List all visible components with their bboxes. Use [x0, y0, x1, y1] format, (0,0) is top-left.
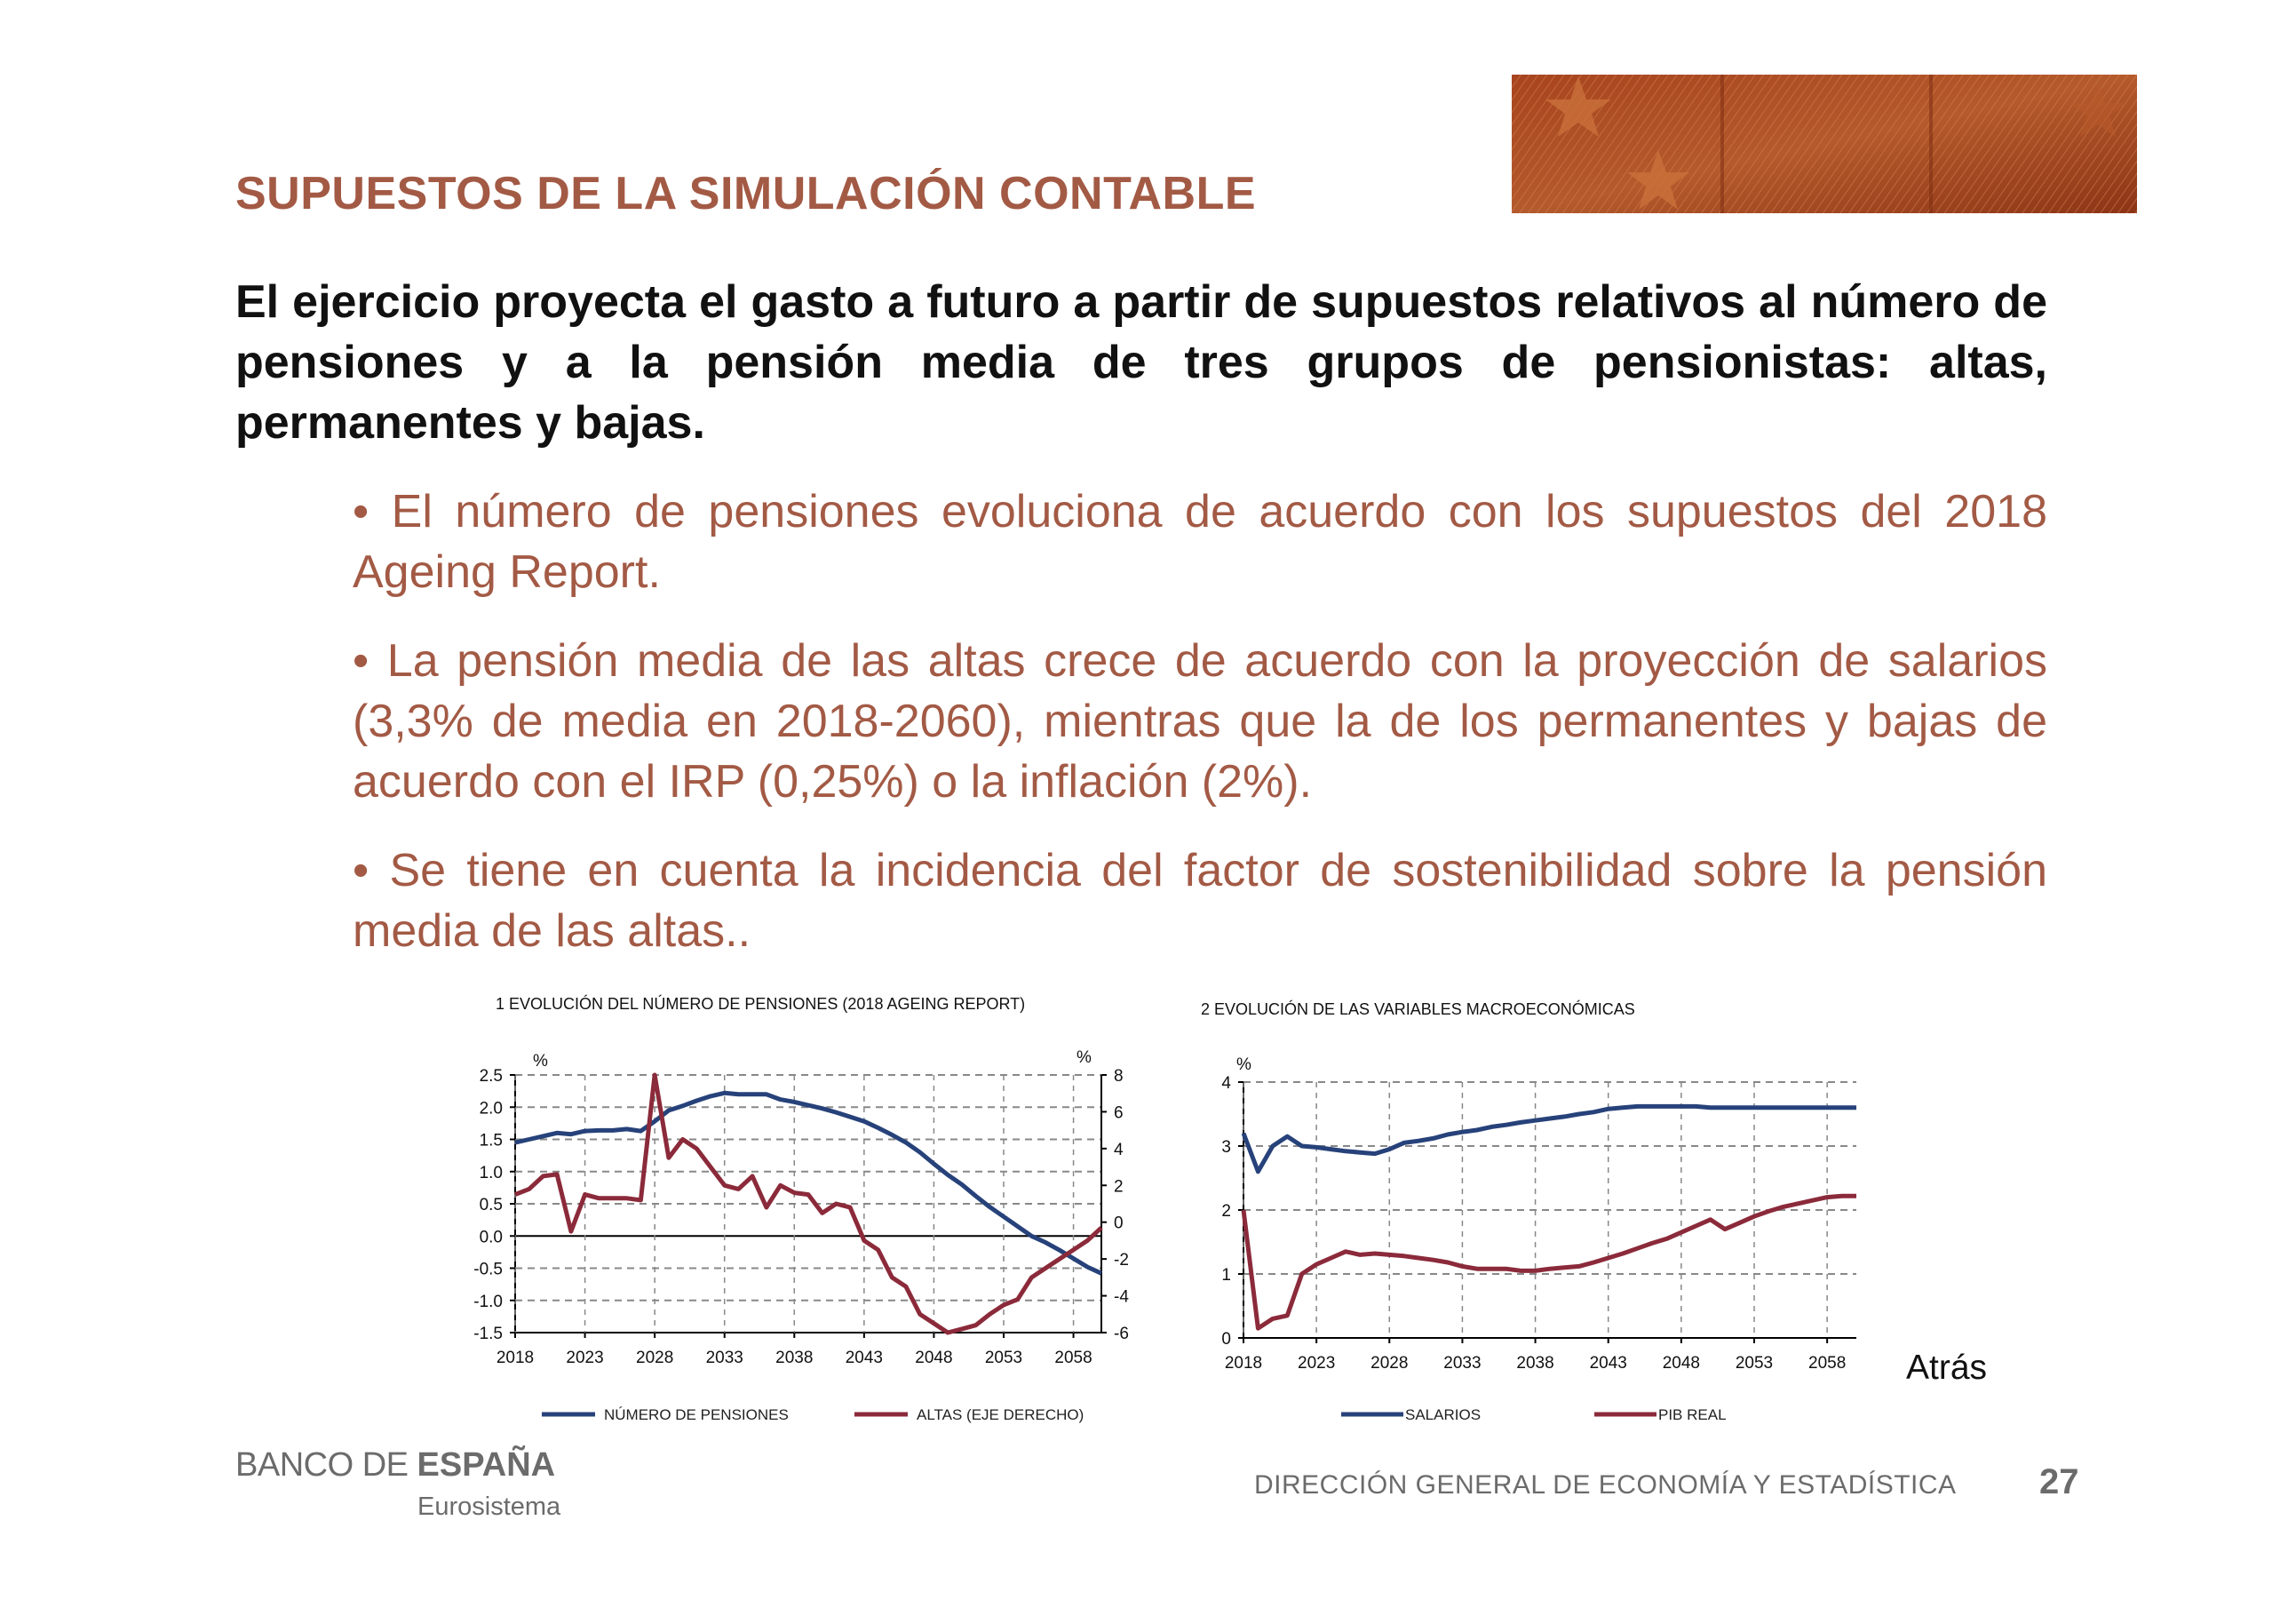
y-tick-label-right: 0: [1114, 1214, 1124, 1233]
x-tick-label: 2048: [915, 1349, 952, 1367]
series-line-altas-eje-derecho-: [514, 1072, 1103, 1335]
y-tick-label: 1.5: [480, 1132, 503, 1150]
y-tick-label-right: 8: [1114, 1067, 1124, 1086]
header-banner-image: [1512, 75, 2137, 213]
x-tick-label: 2033: [706, 1349, 743, 1367]
logo-text-part2: ESPAÑA: [417, 1446, 556, 1484]
y-tick-label: 1: [1221, 1266, 1231, 1285]
legend: SALARIOS PIB REAL: [1341, 1406, 1727, 1423]
y-tick-label: 2: [1221, 1202, 1231, 1221]
legend-label: NÚMERO DE PENSIONES: [604, 1406, 789, 1423]
logo-subtitle: Eurosistema: [417, 1493, 561, 1521]
x-tick-label: 2023: [1298, 1354, 1335, 1373]
y-axis-unit: %: [1236, 1055, 1251, 1074]
y-axis-unit-right: %: [1076, 1048, 1092, 1067]
y-tick-label: -0.5: [473, 1261, 503, 1279]
bullet-item: • Se tiene en cuenta la incidencia del f…: [353, 845, 2047, 957]
x-tick-label: 2053: [1736, 1354, 1773, 1373]
x-tick-label: 2023: [566, 1349, 603, 1367]
legend: NÚMERO DE PENSIONES ALTAS (EJE DERECHO): [542, 1406, 1084, 1423]
y-tick-label-right: -4: [1114, 1288, 1129, 1307]
y-tick-label: 0.0: [480, 1228, 503, 1246]
y-axis-unit-left: %: [533, 1052, 548, 1071]
series-line-n-mero-de-pensiones: [514, 1090, 1103, 1276]
y-tick-label: 1.0: [480, 1164, 503, 1182]
logo-text-part1: BANCO DE: [235, 1446, 417, 1484]
chart-macro-variables: 2 EVOLUCIÓN DE LAS VARIABLES MACROECONÓM…: [1190, 988, 1901, 1428]
y-tick-label: 2.5: [480, 1067, 503, 1086]
y-tick-label: 4: [1221, 1074, 1231, 1093]
y-tick-label: 3: [1221, 1138, 1231, 1157]
y-tick-label: -1.0: [473, 1293, 503, 1311]
legend-label: PIB REAL: [1658, 1406, 1727, 1423]
series-line-pib-real: [1241, 1193, 1856, 1331]
x-tick-label: 2038: [1516, 1354, 1553, 1373]
x-tick-label: 2028: [636, 1349, 673, 1367]
series-line-salarios: [1241, 1103, 1856, 1174]
intro-paragraph: El ejercicio proyecta el gasto a futuro …: [235, 276, 2047, 449]
x-tick-label: 2058: [1808, 1354, 1846, 1373]
bullet-item: • El número de pensiones evoluciona de a…: [353, 486, 2047, 598]
y-tick-label-right: 4: [1114, 1141, 1124, 1159]
x-tick-label: 2058: [1054, 1349, 1092, 1367]
x-tick-label: 2043: [846, 1349, 883, 1367]
banco-de-espana-logo: BANCO DE ESPAÑA: [235, 1446, 555, 1485]
x-tick-label: 2043: [1590, 1354, 1627, 1373]
x-tick-label: 2018: [1225, 1354, 1262, 1373]
x-tick-label: 2028: [1370, 1354, 1408, 1373]
legend-label: ALTAS (EJE DERECHO): [917, 1406, 1084, 1423]
x-tick-label: 2053: [985, 1349, 1022, 1367]
page-number: 27: [2039, 1462, 2079, 1501]
y-tick-label-right: 2: [1114, 1177, 1124, 1196]
x-tick-label: 2048: [1663, 1354, 1700, 1373]
y-tick-label-right: -6: [1114, 1325, 1129, 1343]
x-tick-label: 2018: [497, 1349, 534, 1367]
y-tick-label: 0: [1221, 1330, 1231, 1349]
page-title: SUPUESTOS DE LA SIMULACIÓN CONTABLE: [235, 168, 1257, 219]
y-tick-label-right: 6: [1114, 1103, 1124, 1122]
footer-department: DIRECCIÓN GENERAL DE ECONOMÍA Y ESTADÍST…: [1254, 1470, 1957, 1500]
bullet-item: • La pensión media de las altas crece de…: [353, 635, 2047, 808]
x-tick-label: 2038: [775, 1349, 813, 1367]
chart-title: 1 EVOLUCIÓN DEL NÚMERO DE PENSIONES (201…: [496, 994, 1025, 1013]
x-tick-label: 2033: [1443, 1354, 1481, 1373]
y-tick-label: 2.0: [480, 1099, 503, 1118]
y-tick-label: -1.5: [473, 1325, 503, 1343]
legend-label: SALARIOS: [1405, 1406, 1481, 1423]
chart-title: 2 EVOLUCIÓN DE LAS VARIABLES MACROECONÓM…: [1201, 999, 1635, 1018]
chart-number-of-pensions: 1 EVOLUCIÓN DEL NÚMERO DE PENSIONES (201…: [462, 988, 1164, 1428]
y-tick-label-right: -2: [1114, 1251, 1129, 1270]
y-tick-label: 0.5: [480, 1196, 503, 1214]
back-link[interactable]: Atrás: [1906, 1349, 1988, 1387]
